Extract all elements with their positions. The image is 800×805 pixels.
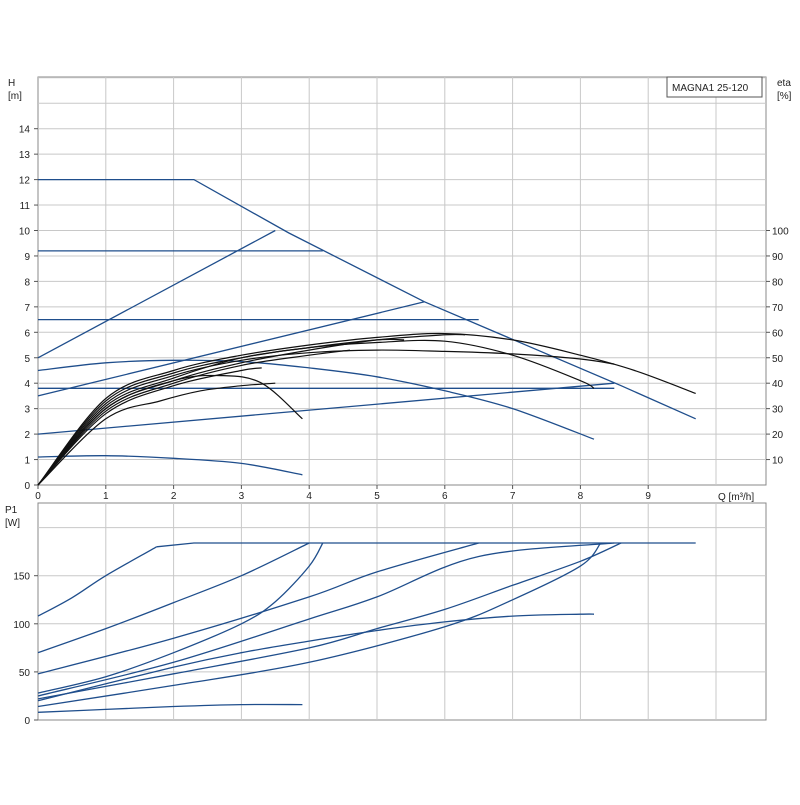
h-tick-label: 9 xyxy=(24,252,30,263)
h-tick-label: 0 xyxy=(24,481,30,492)
eta-tick-label: 70 xyxy=(772,303,784,314)
q-tick-label: 6 xyxy=(442,491,448,502)
h-tick-label: 1 xyxy=(24,456,30,467)
eta-curve-13 xyxy=(37,338,405,486)
eta-axis-unit: [%] xyxy=(777,91,792,102)
eta-axis-label: eta xyxy=(777,78,791,89)
q-tick-label: 1 xyxy=(103,491,109,502)
q-tick-label: 9 xyxy=(645,491,651,502)
head-curve-4 xyxy=(37,229,276,359)
head-curve-8 xyxy=(37,455,303,476)
h-tick-label: 7 xyxy=(24,303,30,314)
head-curve-5 xyxy=(37,301,425,397)
h-tick-label: 3 xyxy=(24,405,30,416)
h-tick-label: 5 xyxy=(24,354,30,365)
power-curve-0 xyxy=(156,542,696,548)
flow-axis-label: Q [m³/h] xyxy=(718,492,754,503)
eta-tick-label: 30 xyxy=(772,405,784,416)
q-tick-label: 2 xyxy=(171,491,177,502)
power-curve-4 xyxy=(37,542,615,697)
eta-curve-15 xyxy=(37,374,303,486)
eta-tick-label: 90 xyxy=(772,252,784,263)
q-tick-label: 8 xyxy=(578,491,584,502)
power-axis-label: P1 xyxy=(5,505,18,516)
q-tick-label: 5 xyxy=(374,491,380,502)
q-tick-label: 4 xyxy=(306,491,312,502)
head-axis-label: H xyxy=(8,78,15,89)
p1-tick-label: 50 xyxy=(19,668,31,679)
h-tick-label: 10 xyxy=(19,227,31,238)
eta-tick-label: 40 xyxy=(772,379,784,390)
eta-tick-label: 80 xyxy=(772,277,784,288)
eta-curve-14 xyxy=(37,367,262,486)
h-tick-label: 2 xyxy=(24,430,30,441)
head-axis-unit: [m] xyxy=(8,91,22,102)
eta-curve-9 xyxy=(37,332,696,486)
eta-curve-10 xyxy=(37,349,615,486)
eta-tick-label: 10 xyxy=(772,456,784,467)
h-tick-label: 14 xyxy=(19,125,31,136)
head-curve-0 xyxy=(38,178,696,420)
h-tick-label: 4 xyxy=(24,379,30,390)
eta-tick-label: 20 xyxy=(772,430,784,441)
q-tick-label: 0 xyxy=(35,491,41,502)
q-tick-label: 7 xyxy=(510,491,516,502)
eta-tick-label: 50 xyxy=(772,354,784,365)
p1-tick-label: 0 xyxy=(24,716,30,727)
eta-curve-17 xyxy=(37,349,350,486)
p1-tick-label: 150 xyxy=(13,572,30,583)
head-efficiency-panel: 0123456789101112131410203040506070809010… xyxy=(19,76,789,502)
head-curve-7 xyxy=(37,359,595,440)
title-box xyxy=(666,76,763,98)
power-curve-6 xyxy=(37,542,622,700)
p1-tick-label: 100 xyxy=(13,620,30,631)
power-curve-8 xyxy=(37,613,595,702)
eta-tick-label: 60 xyxy=(772,328,784,339)
power-curve-2 xyxy=(37,542,310,654)
h-tick-label: 6 xyxy=(24,328,30,339)
q-tick-label: 3 xyxy=(239,491,245,502)
power-axis-unit: [W] xyxy=(5,518,20,529)
eta-curve-16 xyxy=(37,382,276,486)
power-curve-5 xyxy=(37,542,324,694)
power-curve-1 xyxy=(37,546,157,617)
power-curve-9 xyxy=(37,703,303,713)
h-tick-label: 8 xyxy=(24,277,30,288)
h-tick-label: 13 xyxy=(19,150,31,161)
chart-title: MAGNA1 25-120 xyxy=(672,83,749,94)
h-tick-label: 12 xyxy=(19,176,31,187)
power-curve-3 xyxy=(37,542,479,675)
bottom-plot-frame xyxy=(37,502,767,721)
head-curve-6 xyxy=(37,382,615,435)
h-tick-label: 11 xyxy=(20,201,31,212)
power-curve-7 xyxy=(37,542,602,708)
eta-tick-label: 100 xyxy=(772,227,789,238)
eta-curve-11 xyxy=(37,339,595,486)
power-panel: 0 50 100 150 xyxy=(13,502,767,727)
